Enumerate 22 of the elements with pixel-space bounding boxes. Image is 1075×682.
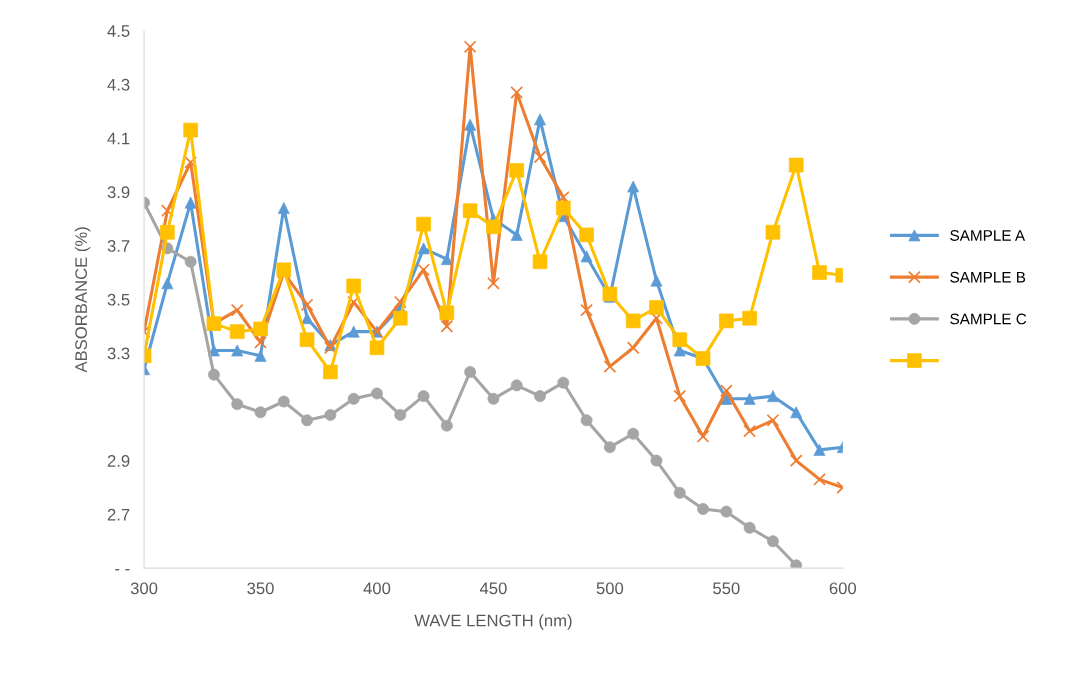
x-axis-title: WAVE LENGTH (nm) bbox=[414, 614, 572, 630]
y-tick-label: 3.9 bbox=[107, 186, 130, 199]
x-tick-label: 550 bbox=[713, 582, 740, 595]
y-tick-label: 4.1 bbox=[107, 132, 130, 145]
x-tick-label: 600 bbox=[829, 582, 857, 595]
y-tick-label: 3.3 bbox=[107, 347, 130, 360]
y-tick-label: 2.9 bbox=[107, 455, 130, 467]
y-tick-label: 3.5 bbox=[107, 293, 130, 306]
legend-label: SAMPLE A bbox=[950, 230, 1026, 241]
x-tick-label: 500 bbox=[596, 582, 624, 595]
y-tick-label: 4.3 bbox=[107, 78, 130, 91]
y-axis-title: ABSORBANCE (%) bbox=[74, 227, 91, 373]
y-tick-label: 4.5 bbox=[107, 25, 130, 37]
y-tick-label: 2.7 bbox=[107, 508, 130, 521]
x-tick-label: 400 bbox=[363, 582, 391, 595]
y-tick-label: - - bbox=[115, 569, 130, 571]
x-tick-label: 350 bbox=[247, 582, 274, 595]
y-tick-label: 3.7 bbox=[107, 240, 130, 252]
x-tick-label: 300 bbox=[130, 582, 158, 595]
legend-label: SAMPLE C bbox=[950, 313, 1027, 325]
legend-label: SAMPLE B bbox=[950, 271, 1026, 283]
x-tick-label: 450 bbox=[479, 582, 507, 595]
